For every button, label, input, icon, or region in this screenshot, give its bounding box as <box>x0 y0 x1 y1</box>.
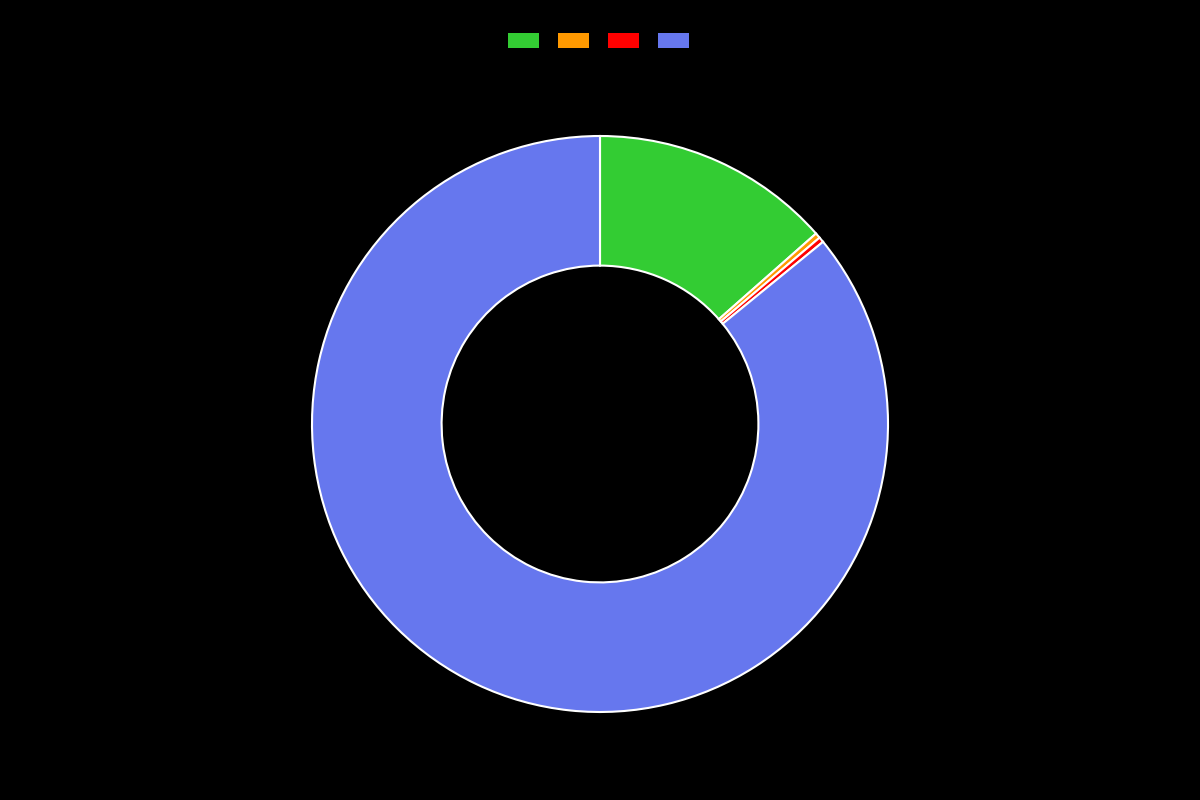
Wedge shape <box>719 234 820 322</box>
Wedge shape <box>312 136 888 712</box>
Legend: , , , : , , , <box>503 28 697 54</box>
Wedge shape <box>721 238 823 324</box>
Wedge shape <box>600 136 816 319</box>
